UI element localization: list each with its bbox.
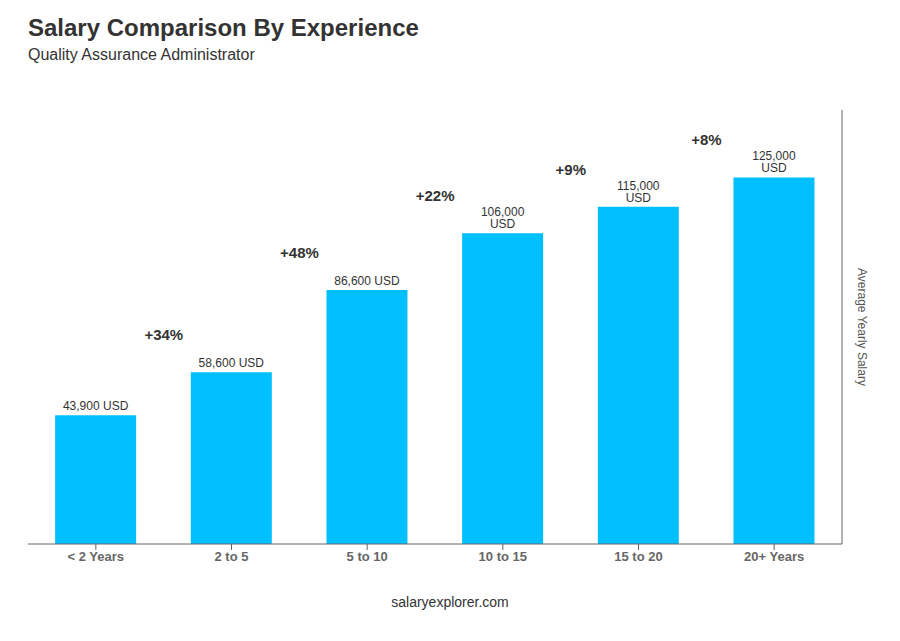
svg-text:< 2 Years: < 2 Years: [68, 549, 125, 564]
svg-text:10 to 15: 10 to 15: [479, 549, 527, 564]
svg-text:Average Yearly Salary: Average Yearly Salary: [855, 268, 869, 386]
html-text:salaryexplorer.com: salaryexplorer.com: [391, 594, 509, 610]
html-text:Salary Comparison By Experienc: Salary Comparison By Experience: [28, 14, 419, 41]
svg-text:20+ Years: 20+ Years: [744, 549, 804, 564]
svg-text:86,600 USD: 86,600 USD: [334, 274, 400, 288]
svg-text:5 to 10: 5 to 10: [347, 549, 388, 564]
svg-text:+22%: +22%: [416, 187, 455, 204]
svg-text:115,000USD: 115,000USD: [617, 179, 660, 205]
svg-text:+9%: +9%: [556, 161, 586, 178]
svg-text:+8%: +8%: [691, 131, 721, 148]
svg-text:43,900 USD: 43,900 USD: [63, 399, 129, 413]
svg-text:125,000USD: 125,000USD: [752, 149, 796, 175]
svg-text:106,000USD: 106,000USD: [481, 205, 525, 231]
svg-text:+48%: +48%: [280, 244, 319, 261]
html-text:Quality Assurance Administrato: Quality Assurance Administrator: [28, 46, 255, 63]
svg-text:+34%: +34%: [144, 326, 183, 343]
svg-text:2 to 5: 2 to 5: [215, 549, 249, 564]
svg-text:58,600 USD: 58,600 USD: [199, 356, 265, 370]
svg-text:15 to 20: 15 to 20: [614, 549, 662, 564]
